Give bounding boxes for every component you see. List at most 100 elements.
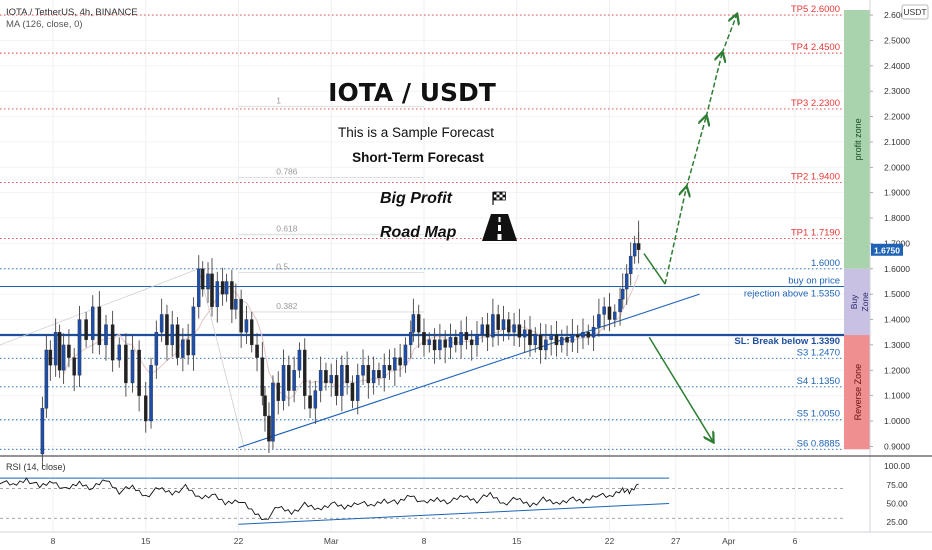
candle-body-30	[200, 268, 205, 290]
road-icon	[482, 214, 517, 241]
current-price-badge	[871, 243, 903, 256]
candle-body-34	[220, 281, 225, 295]
time-tick-4: 8	[422, 536, 427, 546]
checkered-flag-icon	[492, 191, 506, 205]
currency-badge-box[interactable]	[901, 4, 929, 20]
candle-body-78	[443, 339, 447, 348]
level-label-2: TP3 2.2300	[791, 98, 840, 109]
candle-body-15	[117, 344, 121, 361]
candle-body-46	[276, 382, 280, 401]
zone-label-1: BuyZone	[849, 292, 870, 312]
time-tick-6: 22	[605, 536, 615, 546]
candle-body-29	[196, 268, 201, 307]
candle-body-60	[350, 382, 355, 401]
candle-body-74	[422, 332, 426, 346]
candle-body-57	[334, 375, 339, 396]
candle-body-52	[308, 395, 312, 409]
candle-body-69	[398, 357, 402, 366]
candle-body-63	[366, 365, 371, 384]
candle-body-72	[411, 314, 416, 333]
time-tick-0: 8	[51, 536, 56, 546]
candle-body-116	[636, 243, 641, 250]
candle-body-11	[90, 306, 95, 340]
candle-body-70	[403, 344, 408, 366]
price-tick-13: 1.3000	[884, 340, 910, 350]
candle-body-102	[570, 334, 575, 343]
candle-body-97	[544, 339, 548, 351]
candle-body-53	[313, 390, 318, 409]
zone-1	[844, 268, 870, 336]
time-tick-8: Apr	[722, 536, 735, 546]
candle-body-23	[165, 314, 169, 346]
zone-label-1-part1: Buy	[849, 294, 859, 309]
candle-body-26	[181, 339, 185, 358]
fib-levels: 1 0.786 0.618 0.5 0.382	[238, 95, 424, 313]
time-axis: 8 15 22 Mar 8 15 22 27 Apr 6	[0, 531, 932, 550]
aux-line-2	[198, 268, 246, 452]
candles	[40, 220, 641, 468]
forecast-segment-1	[664, 188, 686, 285]
candle-body-112	[620, 288, 625, 300]
zone-0	[844, 10, 870, 269]
candle-body-7	[67, 344, 71, 358]
candle-body-115	[632, 243, 637, 257]
fib-label-4: 0.382	[276, 301, 298, 311]
candle-body-66	[382, 365, 386, 379]
price-levels: TP5 2.6000 TP4 2.4500 TP3 2.2300 TP2 1.9400…	[0, 4, 844, 450]
candle-body-16	[124, 344, 128, 384]
candle-body-92	[517, 324, 522, 338]
zone-label-2: Reverse Zone	[853, 364, 863, 421]
price-tick-2: 2.4000	[884, 61, 910, 71]
candle-body-64	[371, 370, 376, 384]
candle-body-106	[591, 326, 596, 338]
candle-body-35	[224, 281, 229, 295]
reverse-arrow	[648, 336, 713, 441]
candle-body-84	[475, 334, 479, 346]
candle-body-56	[329, 375, 333, 384]
rsi-line	[0, 477, 639, 521]
rsi-tick-1: 75.00	[886, 480, 908, 490]
fib-label-3: 0.5	[276, 262, 288, 272]
candle-body-19	[143, 395, 148, 422]
forecast-segment-4	[721, 15, 737, 54]
candle-body-47	[281, 365, 286, 401]
candle-body-67	[387, 365, 392, 371]
overlay-subtitle-2: Short-Term Forecast	[352, 150, 484, 165]
candle-body-51	[302, 349, 307, 396]
candle-body-86	[485, 324, 490, 338]
candle-body-4	[53, 332, 58, 366]
candle-body-65	[377, 370, 381, 379]
candle-body-100	[560, 337, 564, 346]
ma-line: MA (126, close, 0)	[6, 19, 83, 30]
candle-body-108	[602, 306, 606, 315]
candle-body-90	[507, 319, 511, 333]
price-axis-bg	[870, 0, 932, 456]
price-tick-8: 1.8000	[884, 213, 910, 223]
level-label-10: S4 1.1350	[797, 376, 840, 387]
level-label-12: S6 0.8885	[797, 438, 840, 449]
price-tick-15: 1.1000	[884, 391, 910, 401]
candle-body-82	[464, 332, 469, 340]
candle-body-80	[454, 337, 458, 346]
zone-label-0: profit zone	[853, 118, 863, 160]
fib-label-2: 0.618	[276, 224, 298, 234]
forecast-segment-3	[705, 53, 722, 117]
candle-body-91	[512, 324, 516, 333]
candle-body-41	[255, 344, 259, 358]
candle-body-83	[469, 339, 474, 346]
candle-body-3	[48, 349, 53, 366]
level-label-0: TP5 2.6000	[791, 4, 840, 15]
candle-body-13	[104, 324, 108, 346]
candle-body-55	[324, 370, 328, 384]
rsi-pane: RSI (14, close) 100.00 75.00 50.00 25.00	[0, 455, 932, 527]
candle-body-89	[501, 319, 506, 330]
candle-body-87	[491, 314, 495, 338]
candle-body-49	[292, 370, 296, 391]
candle-body-59	[345, 365, 349, 384]
price-tick-0: 2.6000	[884, 10, 910, 20]
candle-body-17	[130, 349, 135, 384]
candle-body-103	[575, 334, 580, 338]
candle-body-105	[586, 332, 591, 338]
currency-badge[interactable]: USDT	[903, 7, 926, 17]
big-profit-label: Big Profit	[380, 190, 453, 207]
